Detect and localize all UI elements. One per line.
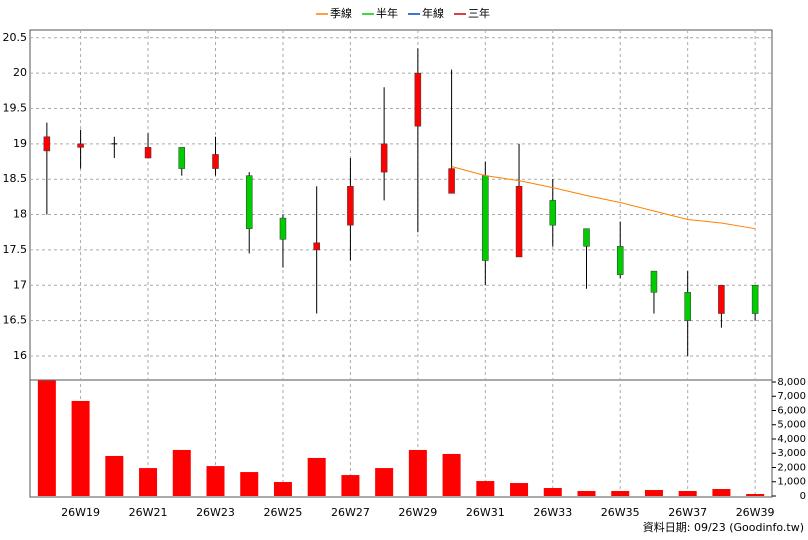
x-tick-label: 26W29 xyxy=(398,506,437,519)
volume-bar xyxy=(543,488,562,496)
y2-tick-label: 5,000 xyxy=(777,420,806,431)
volume-bar xyxy=(611,491,630,496)
x-tick-label: 26W23 xyxy=(196,506,235,519)
x-tick-label: 26W27 xyxy=(331,506,370,519)
volume-bar xyxy=(678,491,697,496)
volume-bar xyxy=(307,457,326,496)
candle-body xyxy=(245,175,253,229)
legend-label: 季線 xyxy=(330,6,352,20)
candle-body xyxy=(347,186,354,226)
candle-body xyxy=(482,175,489,261)
volume-bar xyxy=(341,475,360,496)
volume-bar xyxy=(577,491,596,496)
y2-tick-label: 1,000 xyxy=(777,477,806,488)
x-tick-label: 26W35 xyxy=(601,506,640,519)
candle-body xyxy=(212,154,219,169)
x-tick-label: 26W31 xyxy=(466,506,505,519)
volume-bar xyxy=(442,453,461,496)
x-tick-label: 26W33 xyxy=(533,506,572,519)
y2-tick-label: 0 xyxy=(800,491,806,502)
y-tick-label: 19.5 xyxy=(3,101,28,114)
y2-tick-label: 7,000 xyxy=(777,391,806,402)
volume-bar xyxy=(408,449,427,496)
candle-body xyxy=(751,285,759,314)
volume-bar xyxy=(273,482,292,496)
candle-body xyxy=(414,72,422,127)
legend-label: 半年 xyxy=(376,6,398,20)
volume-bar xyxy=(37,380,56,496)
candle-body xyxy=(77,143,84,148)
candle-body xyxy=(178,147,186,169)
source-note: 資料日期: 09/23 (Goodinfo.tw) xyxy=(643,520,804,534)
ma-line xyxy=(451,165,756,230)
x-tick-label: 26W21 xyxy=(129,506,168,519)
candle-body xyxy=(583,228,590,247)
volume-bar xyxy=(746,494,765,496)
volume-bar xyxy=(139,468,158,496)
volume-bar xyxy=(240,472,259,496)
volume-bar xyxy=(712,489,731,496)
candle-body xyxy=(144,147,152,159)
volume-bar xyxy=(206,466,225,496)
candle-body xyxy=(515,186,523,258)
y-tick-label: 18 xyxy=(13,208,27,221)
y2-tick-label: 6,000 xyxy=(777,405,806,416)
volume-bar xyxy=(172,449,191,496)
y-tick-label: 18.5 xyxy=(3,172,28,185)
price-panel xyxy=(29,29,773,381)
x-tick-label: 26W25 xyxy=(264,506,303,519)
y-tick-label: 19 xyxy=(13,137,27,150)
candle-body xyxy=(616,246,624,275)
y2-tick-label: 3,000 xyxy=(777,448,806,459)
legend-label: 三年 xyxy=(468,6,490,20)
candle-body xyxy=(448,168,455,194)
candle-body xyxy=(549,200,557,226)
y-tick-label: 20 xyxy=(13,66,27,79)
volume-bar xyxy=(644,490,663,496)
legend-label: 年線 xyxy=(422,6,444,20)
y2-tick-label: 8,000 xyxy=(777,377,806,388)
x-tick-label: 26W19 xyxy=(61,506,100,519)
candle-body xyxy=(313,242,320,251)
volume-bar xyxy=(375,468,394,496)
x-tick-label: 26W39 xyxy=(736,506,775,519)
y-tick-label: 16.5 xyxy=(3,314,28,327)
y-tick-label: 17 xyxy=(13,278,27,291)
candle-body xyxy=(718,285,725,314)
candle-body xyxy=(380,143,388,173)
candle-body xyxy=(279,217,287,240)
y2-tick-label: 4,000 xyxy=(777,434,806,445)
volume-bar xyxy=(476,481,495,496)
volume-bar xyxy=(71,400,90,496)
candle-body xyxy=(650,270,658,293)
y-tick-label: 20.5 xyxy=(3,31,28,44)
candle-body xyxy=(43,136,51,152)
volume-bar xyxy=(510,483,529,496)
y2-tick-label: 2,000 xyxy=(777,462,806,473)
volume-bar xyxy=(105,455,124,496)
y-tick-label: 16 xyxy=(13,349,27,362)
y-tick-label: 17.5 xyxy=(3,243,28,256)
x-tick-label: 26W37 xyxy=(668,506,707,519)
candle-body xyxy=(684,292,691,321)
